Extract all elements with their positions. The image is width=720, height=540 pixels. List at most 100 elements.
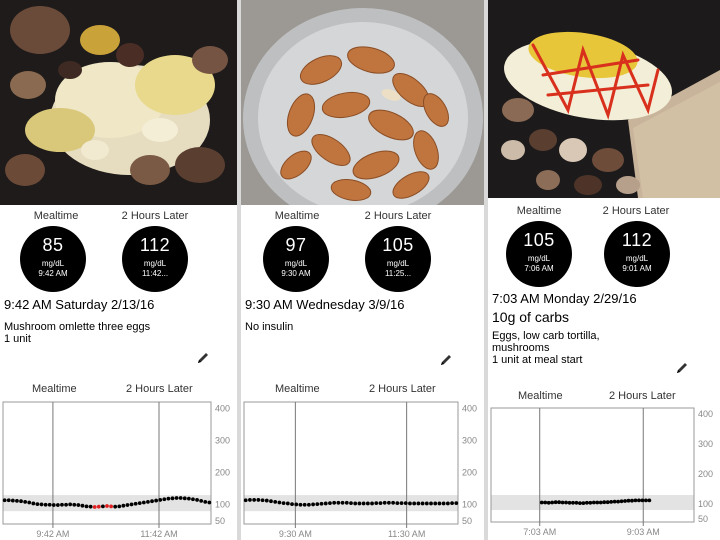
glucose-point — [553, 500, 558, 505]
glucose-value: 112 — [621, 230, 653, 250]
pencil-icon[interactable] — [675, 361, 689, 375]
glucose-point — [378, 501, 383, 506]
meal-card-3: Mealtime 2 Hours Later 105 mg/dL 7:06 AM… — [488, 0, 720, 540]
glucose-point — [182, 496, 187, 501]
glucose-point — [336, 500, 341, 505]
x-tick-label: 11:42 AM — [140, 529, 177, 539]
glucose-point — [602, 500, 607, 505]
glucose-point — [571, 500, 575, 505]
meal-card-2: Mealtime 2 Hours Later 97 mg/dL 9:30 AM … — [241, 0, 484, 540]
glucose-point — [340, 500, 345, 505]
glucose-point — [248, 498, 252, 502]
y-tick-label: 300 — [698, 439, 713, 449]
glucose-unit: mg/dL — [527, 254, 551, 263]
glucose-point — [96, 504, 101, 509]
glucose-point — [578, 501, 582, 505]
x-tick-label: 9:42 AM — [36, 529, 69, 539]
glucose-point — [591, 500, 596, 505]
glucose-point — [166, 496, 171, 501]
mealtime-glucose-bubble[interactable]: 105 mg/dL 7:06 AM — [506, 221, 572, 287]
glucose-point — [19, 499, 23, 504]
panel-divider — [484, 0, 488, 540]
glucose-point — [141, 500, 146, 505]
glucose-point — [633, 498, 638, 503]
glucose-point — [252, 498, 257, 502]
glucose-point — [391, 500, 396, 505]
omelette-with-mushrooms-photo[interactable] — [0, 0, 237, 205]
glucose-point — [560, 500, 565, 505]
glucose-unit: mg/dL — [625, 254, 649, 263]
glucose-point — [55, 503, 60, 507]
mealtime-label: Mealtime — [516, 205, 562, 217]
glucose-point — [35, 502, 40, 506]
glucose-point — [117, 504, 122, 509]
glucose-point — [146, 499, 150, 504]
y-tick-label: 200 — [462, 468, 477, 478]
later-glucose-bubble[interactable]: 112 mg/dL 11:42... — [122, 226, 188, 292]
bowl-of-almonds-photo[interactable] — [241, 0, 484, 205]
glucose-point — [2, 498, 7, 503]
glucose-point — [294, 502, 299, 507]
later-label: 2 Hours Later — [602, 205, 670, 217]
note-line: 1 unit — [4, 333, 31, 345]
glucose-point — [47, 502, 52, 507]
glucose-point — [60, 502, 64, 507]
glucose-point — [186, 496, 191, 501]
eggs-tortilla-mushrooms-photo[interactable] — [488, 0, 720, 198]
glucose-point — [207, 500, 212, 505]
later-glucose-bubble[interactable]: 105 mg/dL 11:25... — [365, 226, 431, 292]
glucose-point — [365, 501, 370, 506]
glucose-point — [72, 502, 77, 507]
glucose-point — [637, 498, 641, 503]
glucose-point — [416, 501, 421, 506]
glucose-point — [76, 503, 81, 507]
glucose-point — [170, 496, 175, 501]
mealtime-label: Mealtime — [33, 210, 79, 222]
glucose-point — [10, 498, 15, 503]
meal-note: No insulin — [245, 321, 293, 333]
y-tick-label: 200 — [698, 469, 713, 479]
glucose-point — [80, 503, 85, 508]
pencil-icon[interactable] — [196, 351, 210, 365]
glucose-point — [43, 502, 48, 507]
glucose-point — [619, 499, 624, 504]
glucose-point — [567, 500, 572, 505]
glucose-point — [437, 501, 442, 506]
glucose-unit: mg/dL — [143, 259, 167, 268]
x-tick-label: 11:30 AM — [388, 529, 425, 539]
pencil-icon[interactable] — [439, 353, 453, 367]
glucose-value: 85 — [42, 235, 64, 255]
chart-later-label: 2 Hours Later — [609, 390, 676, 402]
later-glucose-bubble[interactable]: 112 mg/dL 9:01 AM — [604, 221, 670, 287]
x-tick-label: 9:03 AM — [627, 527, 660, 537]
glucose-point — [154, 498, 159, 503]
glucose-point — [92, 505, 97, 509]
glucose-point — [424, 501, 429, 506]
y-tick-label: 50 — [698, 514, 708, 524]
glucose-point — [450, 501, 454, 506]
glucose-point — [612, 499, 617, 504]
glucose-chart: 9:42 AM 11:42 AM 400 300 200 100 50 — [2, 401, 230, 539]
glucose-point — [588, 500, 593, 505]
glucose-point — [332, 500, 337, 505]
glucose-point — [269, 499, 273, 504]
glucose-point — [557, 500, 562, 505]
note-line: mushrooms — [492, 342, 550, 354]
glucose-time: 11:42... — [141, 269, 169, 278]
glucose-unit: mg/dL — [386, 259, 410, 268]
mealtime-glucose-bubble[interactable]: 85 mg/dL 9:42 AM — [20, 226, 86, 292]
glucose-point — [203, 499, 208, 504]
chart-mealtime-label: Mealtime — [275, 383, 320, 395]
mealtime-glucose-bubble[interactable]: 97 mg/dL 9:30 AM — [263, 226, 329, 292]
glucose-point — [150, 499, 154, 504]
y-tick-label: 400 — [215, 403, 230, 413]
chart-later-label: 2 Hours Later — [369, 383, 436, 395]
glucose-point — [429, 501, 433, 506]
glucose-point — [630, 498, 634, 503]
glucose-point — [302, 502, 307, 507]
meal-datetime: 9:30 AM Wednesday 3/9/16 — [245, 297, 405, 312]
glucose-point — [243, 498, 248, 503]
glucose-point — [323, 501, 328, 506]
glucose-point — [6, 498, 11, 503]
glucose-time: 9:42 AM — [38, 269, 68, 278]
